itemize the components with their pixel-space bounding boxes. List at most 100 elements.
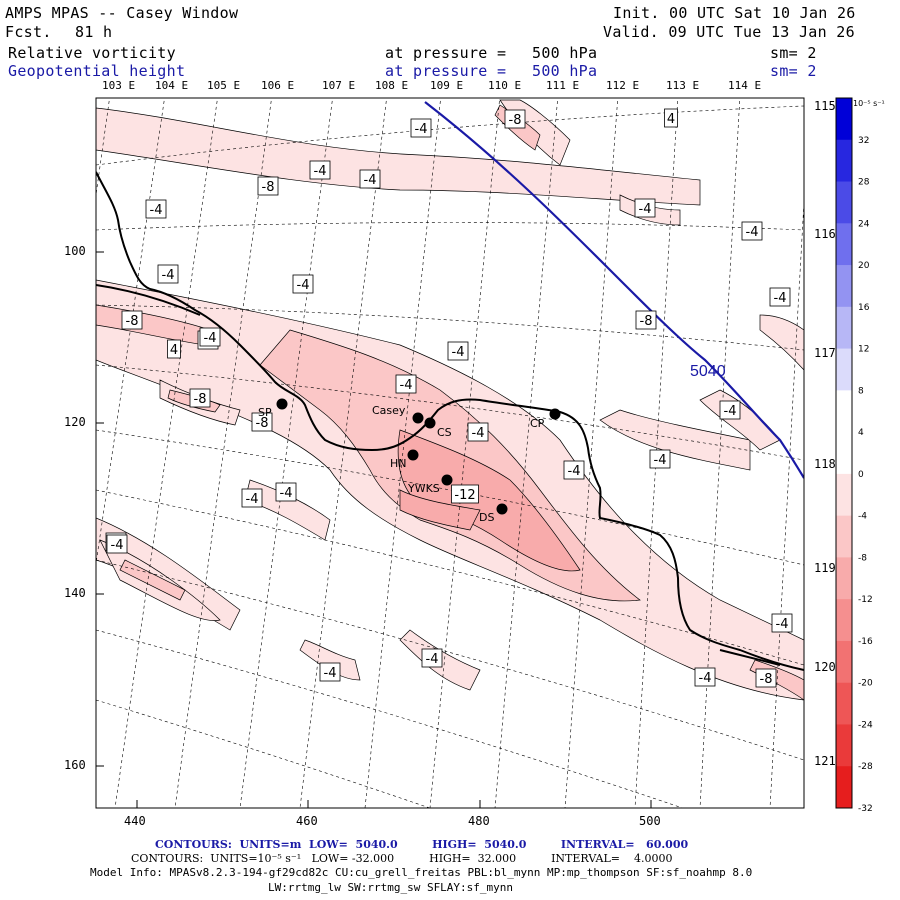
height-contour-label: 5040 [690,363,726,380]
lon-label-top: 105 E [207,79,241,92]
contour-label-box [359,169,381,189]
contour-label-box [741,221,763,241]
contour-label: -8 [126,314,139,329]
contour-label: -4 [400,378,413,393]
longitude-line [699,98,741,808]
latitude-line [96,304,804,351]
contour-label-box [410,118,432,138]
contour-label-box [467,422,489,442]
init-time: Init. 00 UTC Sat 10 Jan 26 [613,4,856,22]
contour-label: -8 [262,180,275,195]
plot-frame [95,97,805,809]
contour-label: -4 [724,404,737,419]
longitude-line [634,98,679,808]
contour-label-box [451,484,479,504]
latitude-line [96,364,804,461]
station-marker [496,503,508,515]
contour-label-box [292,274,314,294]
contour-label: -8 [256,416,269,431]
contour-label-box [771,613,793,633]
contour-label-box [189,388,211,408]
lon-label-top: 107 E [322,79,356,92]
y-tick-label: 120 [64,415,86,429]
y-tick-label: 160 [64,758,86,772]
contour-label: -4 [452,345,465,360]
lon-label-top: 108 E [375,79,409,92]
lon-label-right: 121 E [814,754,851,768]
contour-label: 4 [667,112,675,127]
field1-pressure-text: at pressure = [385,44,507,62]
contour-labels: -4 -8 -4 -8 -4 -4 -4 -4 -4 -4 -8 -4 -4 -8 -4 -8 -8 -4 -4 -4… [105,108,793,688]
contour-label-box [421,648,443,668]
contour-label: -4 [280,486,293,501]
field2-sm: sm= 2 [770,62,817,80]
contour-label-box [694,667,716,687]
station-label: HN [390,457,407,470]
contour-label: -4 [150,203,163,218]
contour-label-box [504,109,526,129]
contour-label: -4 [324,666,337,681]
lon-label-top: 103 E [102,79,136,92]
station-label: DS [479,511,494,524]
contour-label: -8 [640,314,653,329]
lon-label-right: 118 E [814,457,851,471]
longitude-line [494,98,559,808]
contour-label-box [309,160,331,180]
contour-label: -8 [760,672,773,687]
longitude-line [114,98,218,808]
field2-pressure: 500 hPa [532,62,598,80]
lon-label-top: 112 E [606,79,640,92]
lon-label-top: 111 E [546,79,580,92]
lon-label-right: 120 E [814,660,851,674]
valid-time: Valid. 09 UTC Tue 13 Jan 26 [603,23,855,41]
lon-label-right: 116 E [814,227,851,241]
latitude-line [96,222,804,231]
contour-label: -4 [162,268,175,283]
contour-label-box [563,460,585,480]
station-label: SP [258,406,272,419]
contour-label: -4 [297,278,310,293]
contour-label-box [275,482,297,502]
lon-label-top: 114 E [728,79,762,92]
contour-label: -4 [204,331,217,346]
contour-label-box [121,310,143,330]
lon-label-top: 110 E [488,79,522,92]
contour-label-box [251,412,273,432]
axis-ticks [96,251,652,808]
field1-pressure: 500 hPa [532,44,598,62]
contour-label: -4 [111,538,124,553]
latitude-line [96,629,684,808]
footer-model-info: Model Info: MPASv8.2.3-194-gf29cd82c CU:… [90,866,753,879]
contour-label-box [664,108,678,128]
contour-label: -4 [415,122,428,137]
contour-label-box [319,662,341,682]
station-label: YWKS [407,482,440,495]
footer-height-contours: CONTOURS: UNITS=m LOW= 5040.0 HIGH= 5040… [155,838,689,851]
contour-label: -4 [746,225,759,240]
forecast-label: Fcst. [5,23,52,41]
y-tick-label: 100 [64,244,86,258]
contour-label-box [719,400,741,420]
contour-label-box [769,287,791,307]
longitude-line [564,98,619,808]
contour-label: -4 [776,617,789,632]
field2-pressure-text: at pressure = [385,62,507,80]
station-marker [441,474,453,486]
x-tick-label: 480 [468,814,490,828]
contour-label-box [167,339,181,359]
lon-label-right: 119 E [814,561,851,575]
contour-label-box [157,264,179,284]
contour-label: -4 [246,492,259,507]
contour-label-box [634,198,656,218]
lon-label-right: 115 E [814,99,851,113]
contour-label-box [649,449,671,469]
contour-label-box [447,341,469,361]
latitude-line [96,559,804,761]
longitude-line [174,98,272,808]
lon-label-top: 109 E [430,79,464,92]
x-tick-label: 440 [124,814,146,828]
station-marker [424,417,436,429]
contour-label: -4 [426,652,439,667]
